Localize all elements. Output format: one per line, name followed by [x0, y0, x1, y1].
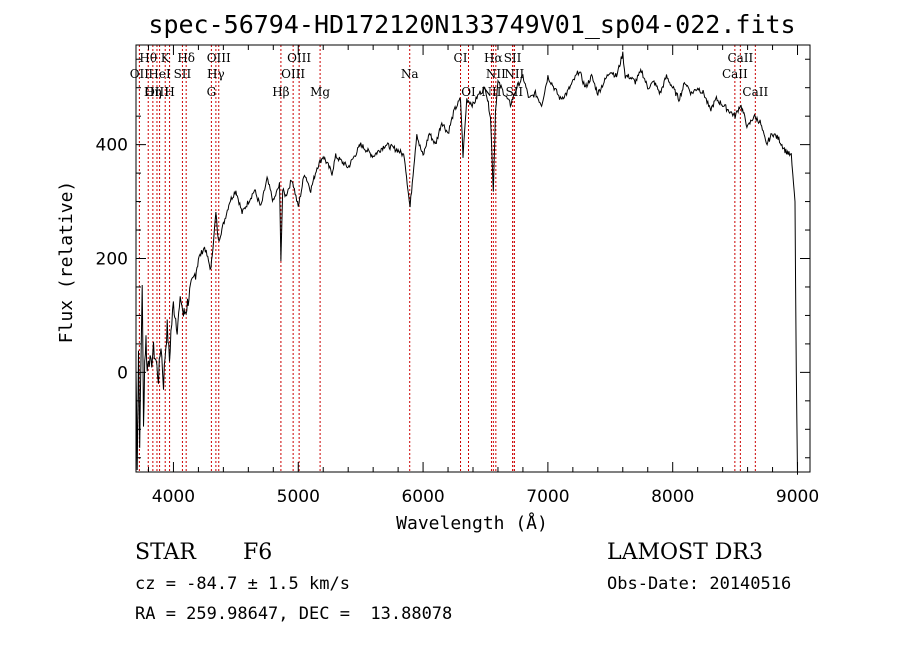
line-label: Hγ: [207, 67, 225, 81]
redshift-readout: cz = -84.7 ± 1.5 km/s: [135, 574, 350, 594]
line-label: OII: [130, 67, 150, 81]
line-label: CaII: [727, 51, 753, 65]
x-tick-label: 4000: [152, 487, 195, 507]
y-tick-label: 200: [96, 250, 128, 270]
line-label: SII: [174, 67, 192, 81]
y-axis-ticks: 0 200 400: [96, 58, 810, 459]
coordinates-readout: RA = 259.98647, DEC = 13.88078: [135, 604, 453, 624]
x-tick-label: 6000: [401, 487, 444, 507]
line-label: OIII: [281, 67, 305, 81]
y-tick-label: 0: [117, 363, 128, 383]
y-tick-label: 400: [96, 136, 128, 156]
line-label: Mg: [310, 85, 330, 99]
x-axis-ticks: 4000 5000 6000 7000 8000 9000: [147, 45, 819, 507]
line-label: OIII: [287, 51, 311, 65]
line-label: Hβ: [272, 85, 289, 99]
line-label: Hη: [144, 85, 162, 99]
plot-frame: [135, 44, 811, 473]
x-axis-label: Wavelength (Å): [396, 512, 548, 534]
emission-line-markers: [138, 45, 756, 472]
chart-title: spec-56794-HD172120N133749V01_sp04-022.f…: [148, 10, 795, 39]
line-label: CI: [454, 51, 468, 65]
line-label: OIII: [145, 85, 169, 99]
line-label: CaII: [742, 85, 768, 99]
line-label: Hθ: [139, 51, 157, 65]
line-label: SII: [504, 51, 522, 65]
line-label: OIII: [207, 51, 231, 65]
observation-date: Obs-Date: 20140516: [607, 574, 792, 594]
line-label: NII: [486, 67, 506, 81]
x-tick-label: 9000: [776, 487, 819, 507]
spectrum-series-line: [135, 51, 798, 475]
line-label: SII: [505, 85, 523, 99]
line-label: OI: [461, 85, 476, 99]
line-label: Na: [401, 67, 419, 81]
line-label: G: [207, 85, 217, 99]
spectral-subclass: F6: [243, 540, 273, 565]
y-axis-label: Flux (relative): [56, 181, 77, 344]
line-label: CaII: [722, 67, 748, 81]
line-label: H: [164, 85, 174, 99]
survey-name: LAMOST DR3: [607, 540, 763, 565]
line-label: NII: [504, 67, 524, 81]
line-label: Hα: [484, 51, 503, 65]
line-label: Hδ: [177, 51, 195, 65]
object-type: STAR: [135, 540, 196, 565]
x-tick-label: 5000: [277, 487, 320, 507]
x-tick-label: 8000: [651, 487, 694, 507]
x-tick-label: 7000: [526, 487, 569, 507]
line-label: K: [161, 51, 171, 65]
line-label: HeI: [148, 67, 171, 81]
